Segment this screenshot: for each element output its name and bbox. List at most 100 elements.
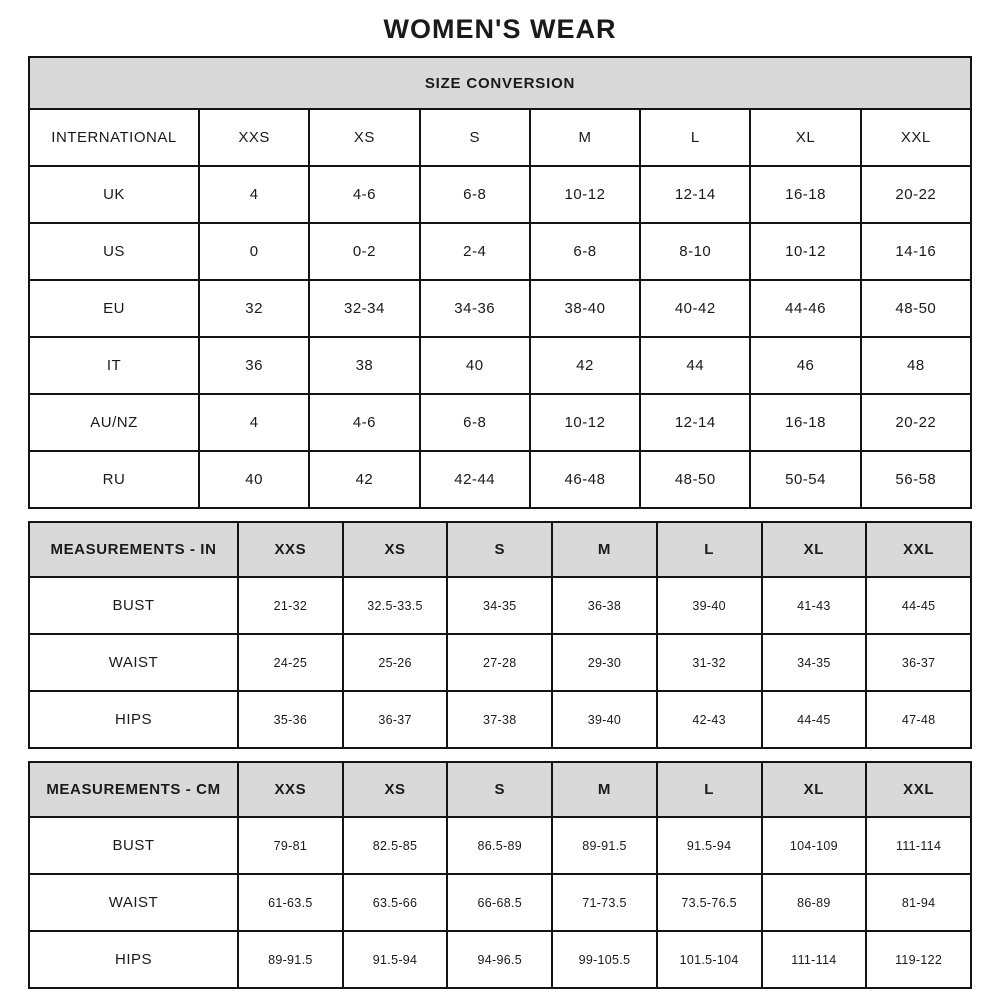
- measurements-cm-row-label: BUST: [28, 816, 239, 875]
- size-conversion-cell: 12-14: [639, 165, 752, 224]
- measurements-in-cell: 34-35: [760, 633, 868, 692]
- size-conversion-cell: 10-12: [749, 222, 862, 281]
- size-conversion-cell: 32-34: [308, 279, 421, 338]
- size-conversion-col-header: S: [418, 108, 531, 167]
- size-conversion-cell: 36: [197, 336, 311, 395]
- size-conversion-header-row: INTERNATIONAL XXS XS S M L XL XXL: [28, 108, 973, 167]
- table-row: US 0 0-2 2-4 6-8 8-10 10-12 14-16: [28, 222, 973, 281]
- table-row: WAIST 61-63.5 63.5-66 66-68.5 71-73.5 73.5-76…: [28, 873, 972, 932]
- size-conversion-row-label: AU/NZ: [28, 393, 200, 452]
- size-conversion-table: SIZE CONVERSION INTERNATIONAL XXS XS S M L XL XX…: [28, 56, 973, 509]
- measurements-cm-row-label: HIPS: [28, 930, 239, 989]
- size-conversion-cell: 8-10: [639, 222, 752, 281]
- measurements-cm-cell: 89-91.5: [237, 930, 344, 989]
- measurements-cm-cell: 99-105.5: [551, 930, 658, 989]
- measurements-cm-cell: 86-89: [760, 873, 868, 932]
- table-row: IT 36 38 40 42 44 46 48: [28, 336, 973, 395]
- size-conversion-col-header: INTERNATIONAL: [28, 108, 200, 167]
- page-title: WOMEN'S WEAR: [383, 14, 617, 44]
- size-conversion-cell: 46-48: [528, 450, 642, 509]
- measurements-in-row-label: HIPS: [28, 690, 239, 749]
- size-conversion-cell: 20-22: [859, 393, 973, 452]
- measurements-cm-cell: 89-91.5: [551, 816, 658, 875]
- measurements-cm-cell: 111-114: [865, 816, 972, 875]
- size-conversion-cell: 34-36: [418, 279, 531, 338]
- measurements-in-col-header: S: [446, 521, 554, 578]
- measurements-in-col-header: XXS: [237, 521, 344, 578]
- measurements-in-cell: 32.5-33.5: [341, 576, 449, 635]
- measurements-cm-cell: 81-94: [865, 873, 972, 932]
- measurements-cm-col-header: S: [446, 761, 554, 818]
- table-row: BUST 21-32 32.5-33.5 34-35 36-38 39-40 41-43 44…: [28, 576, 972, 635]
- measurements-in-cell: 21-32: [237, 576, 344, 635]
- size-conversion-cell: 42: [308, 450, 421, 509]
- measurements-in-col-header: XL: [760, 521, 868, 578]
- measurements-cm-cell: 73.5-76.5: [655, 873, 763, 932]
- size-conversion-cell: 6-8: [418, 165, 531, 224]
- measurements-cm-cell: 111-114: [760, 930, 868, 989]
- size-conversion-cell: 6-8: [418, 393, 531, 452]
- table-row: HIPS 89-91.5 91.5-94 94-96.5 99-105.5 101.5-1…: [28, 930, 972, 989]
- measurements-in-cell: 36-37: [865, 633, 972, 692]
- table-row: EU 32 32-34 34-36 38-40 40-42 44-46 48-50: [28, 279, 973, 338]
- measurements-in-col-header: XXL: [865, 521, 972, 578]
- size-conversion-cell: 48-50: [859, 279, 973, 338]
- size-conversion-cell: 44-46: [749, 279, 862, 338]
- size-conversion-cell: 38: [308, 336, 421, 395]
- measurements-cm-cell: 66-68.5: [446, 873, 554, 932]
- size-conversion-col-header: XS: [308, 108, 421, 167]
- size-conversion-col-header: XXS: [197, 108, 311, 167]
- size-conversion-cell: 38-40: [528, 279, 642, 338]
- size-conversion-cell: 2-4: [418, 222, 531, 281]
- measurements-cm-row-label: WAIST: [28, 873, 239, 932]
- size-conversion-row-label: EU: [28, 279, 200, 338]
- size-conversion-title: SIZE CONVERSION: [28, 56, 972, 110]
- measurements-in-cell: 47-48: [865, 690, 972, 749]
- measurements-in-cell: 29-30: [551, 633, 658, 692]
- measurements-in-cell: 36-38: [551, 576, 658, 635]
- measurements-in-header-row: MEASUREMENTS - IN XXS XS S M L XL XXL: [28, 521, 972, 578]
- measurements-cm-cell: 71-73.5: [551, 873, 658, 932]
- size-conversion-row-label: US: [28, 222, 200, 281]
- size-conversion-cell: 40-42: [639, 279, 752, 338]
- size-conversion-cell: 44: [639, 336, 752, 395]
- measurements-in-col-header: M: [551, 521, 658, 578]
- measurements-cm-table: MEASUREMENTS - CM XXS XS S M L XL XXL BUST 79-81 8…: [28, 761, 972, 989]
- measurements-in-cell: 37-38: [446, 690, 554, 749]
- measurements-cm-cell: 119-122: [865, 930, 972, 989]
- table-row: UK 4 4-6 6-8 10-12 12-14 16-18 20-22: [28, 165, 973, 224]
- size-conversion-cell: 40: [197, 450, 311, 509]
- size-conversion-cell: 4: [197, 393, 311, 452]
- size-conversion-cell: 16-18: [749, 393, 862, 452]
- measurements-in-cell: 27-28: [446, 633, 554, 692]
- size-conversion-cell: 10-12: [528, 165, 642, 224]
- measurements-cm-col-header: L: [655, 761, 763, 818]
- measurements-cm-cell: 63.5-66: [341, 873, 449, 932]
- measurements-in-col-header: XS: [341, 521, 449, 578]
- size-conversion-cell: 16-18: [749, 165, 862, 224]
- size-conversion-cell: 42: [528, 336, 642, 395]
- size-conversion-col-header: XXL: [859, 108, 973, 167]
- size-conversion-row-label: IT: [28, 336, 200, 395]
- size-conversion-cell: 48: [859, 336, 973, 395]
- measurements-in-cell: 36-37: [341, 690, 449, 749]
- measurements-in-cell: 39-40: [655, 576, 763, 635]
- tables-container: SIZE CONVERSION INTERNATIONAL XXS XS S M L XL XX…: [28, 56, 973, 989]
- measurements-in-cell: 41-43: [760, 576, 868, 635]
- size-conversion-col-header: L: [639, 108, 752, 167]
- size-conversion-cell: 0-2: [308, 222, 421, 281]
- measurements-in-cell: 39-40: [551, 690, 658, 749]
- measurements-cm-cell: 104-109: [760, 816, 868, 875]
- size-conversion-row-label: RU: [28, 450, 200, 509]
- size-conversion-cell: 6-8: [528, 222, 642, 281]
- measurements-in-cell: 31-32: [655, 633, 763, 692]
- measurements-cm-col-header: M: [551, 761, 658, 818]
- size-conversion-cell: 20-22: [859, 165, 973, 224]
- measurements-in-cell: 44-45: [760, 690, 868, 749]
- measurements-in-table: MEASUREMENTS - IN XXS XS S M L XL XXL BUST 21-32 3…: [28, 521, 972, 749]
- measurements-cm-cell: 79-81: [237, 816, 344, 875]
- size-conversion-cell: 42-44: [418, 450, 531, 509]
- measurements-cm-header-row: MEASUREMENTS - CM XXS XS S M L XL XXL: [28, 761, 972, 818]
- measurements-cm-col-header: XXL: [865, 761, 972, 818]
